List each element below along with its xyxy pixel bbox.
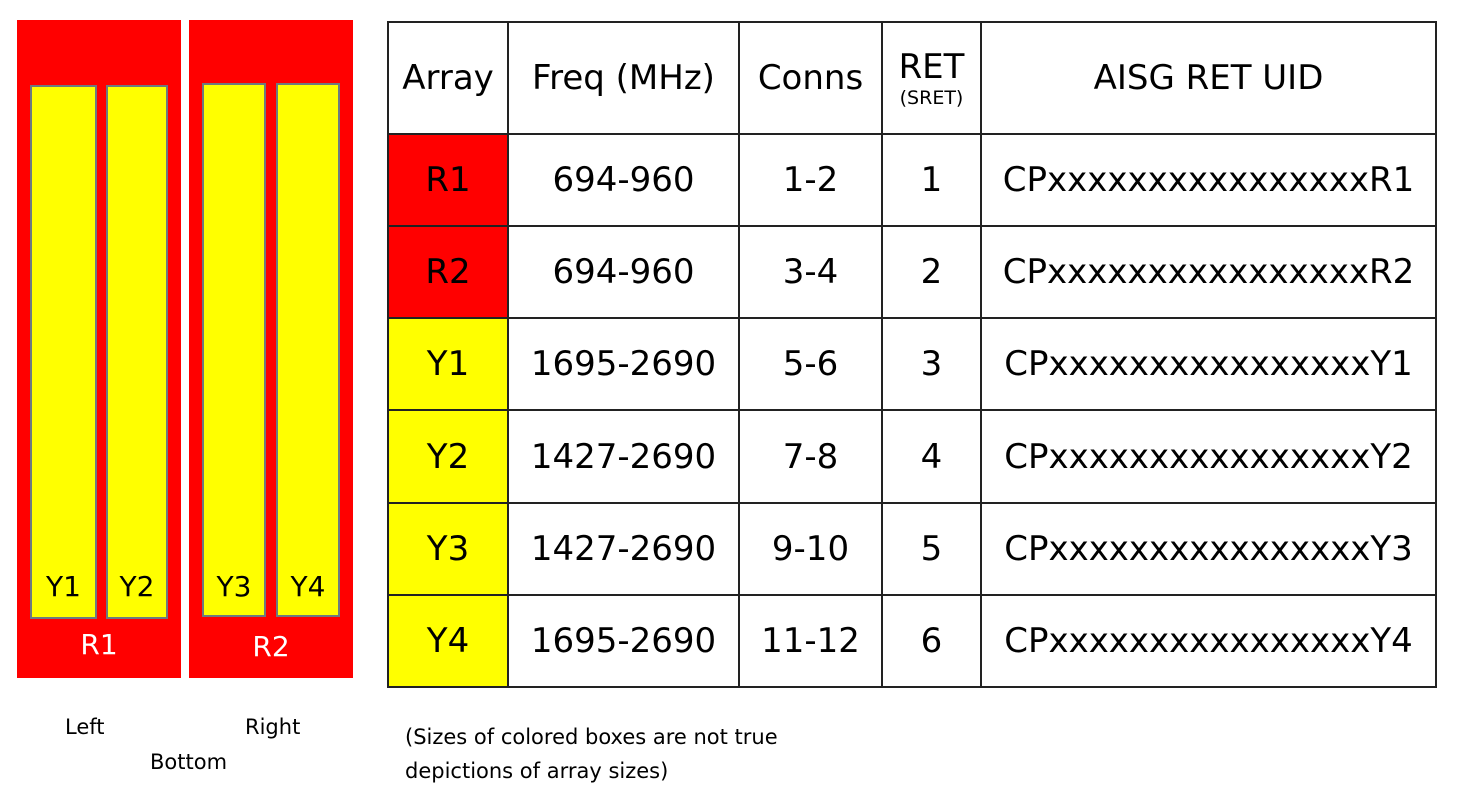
cell-uid: CPxxxxxxxxxxxxxxxxY2 (980, 409, 1437, 504)
cell-ret: 4 (881, 409, 982, 504)
array-r1-label: R1 (80, 628, 118, 661)
caption-bottom: Bottom (150, 750, 228, 774)
array-y3-label: Y3 (216, 570, 252, 603)
header-ret-label: RET (898, 47, 965, 87)
caption-right: Right (245, 715, 301, 739)
array-y4-label: Y4 (290, 570, 326, 603)
table-row: R2 694-960 3-4 2 CPxxxxxxxxxxxxxxxxR2 (387, 225, 1437, 320)
cell-freq: 694-960 (507, 225, 740, 320)
array-r2-panel: Y3 Y4 R2 (189, 20, 353, 678)
array-table: Array Freq (MHz) Conns RET (SRET) AISG RE… (387, 21, 1437, 689)
cell-uid: CPxxxxxxxxxxxxxxxxR2 (980, 225, 1437, 320)
cell-conns: 3-4 (738, 225, 883, 320)
array-y2-label: Y2 (119, 570, 155, 603)
table-header-row: Array Freq (MHz) Conns RET (SRET) AISG RE… (387, 21, 1437, 135)
cell-freq: 1695-2690 (507, 317, 740, 412)
cell-conns: 9-10 (738, 501, 883, 596)
caption-left: Left (65, 715, 105, 739)
cell-array: R2 (387, 225, 509, 320)
cell-ret: 2 (881, 225, 982, 320)
cell-uid: CPxxxxxxxxxxxxxxxxY3 (980, 501, 1437, 596)
footnote: (Sizes of colored boxes are not true dep… (405, 725, 778, 783)
cell-ret: 6 (881, 593, 982, 689)
cell-ret: 3 (881, 317, 982, 412)
cell-array: R1 (387, 132, 509, 228)
cell-array: Y3 (387, 501, 509, 596)
cell-ret: 1 (881, 132, 982, 228)
cell-uid: CPxxxxxxxxxxxxxxxxY4 (980, 593, 1437, 689)
table-row: Y3 1427-2690 9-10 5 CPxxxxxxxxxxxxxxxxY3 (387, 501, 1437, 596)
table-row: Y2 1427-2690 7-8 4 CPxxxxxxxxxxxxxxxxY2 (387, 409, 1437, 504)
cell-uid: CPxxxxxxxxxxxxxxxxR1 (980, 132, 1437, 228)
header-freq: Freq (MHz) (507, 21, 740, 135)
table-row: Y4 1695-2690 11-12 6 CPxxxxxxxxxxxxxxxxY4 (387, 593, 1437, 689)
cell-conns: 11-12 (738, 593, 883, 689)
cell-conns: 5-6 (738, 317, 883, 412)
header-array: Array (387, 21, 509, 135)
header-uid: AISG RET UID (980, 21, 1437, 135)
header-ret: RET (SRET) (881, 21, 982, 135)
cell-conns: 7-8 (738, 409, 883, 504)
table-row: R1 694-960 1-2 1 CPxxxxxxxxxxxxxxxxR1 (387, 132, 1437, 228)
array-y1-box: Y1 (30, 85, 97, 619)
array-y3-box: Y3 (202, 83, 266, 617)
cell-ret: 5 (881, 501, 982, 596)
cell-array: Y1 (387, 317, 509, 412)
header-ret-sub: (SRET) (899, 87, 964, 109)
cell-conns: 1-2 (738, 132, 883, 228)
cell-freq: 1695-2690 (507, 593, 740, 689)
array-r1-panel: Y1 Y2 R1 (17, 20, 181, 678)
header-conns: Conns (738, 21, 883, 135)
cell-freq: 1427-2690 (507, 501, 740, 596)
cell-freq: 694-960 (507, 132, 740, 228)
cell-array: Y2 (387, 409, 509, 504)
cell-array: Y4 (387, 593, 509, 689)
cell-freq: 1427-2690 (507, 409, 740, 504)
table-row: Y1 1695-2690 5-6 3 CPxxxxxxxxxxxxxxxxY1 (387, 317, 1437, 412)
cell-uid: CPxxxxxxxxxxxxxxxxY1 (980, 317, 1437, 412)
array-r2-label: R2 (252, 630, 290, 663)
array-y1-label: Y1 (46, 570, 81, 603)
array-y2-box: Y2 (106, 85, 168, 619)
array-y4-box: Y4 (276, 83, 340, 617)
